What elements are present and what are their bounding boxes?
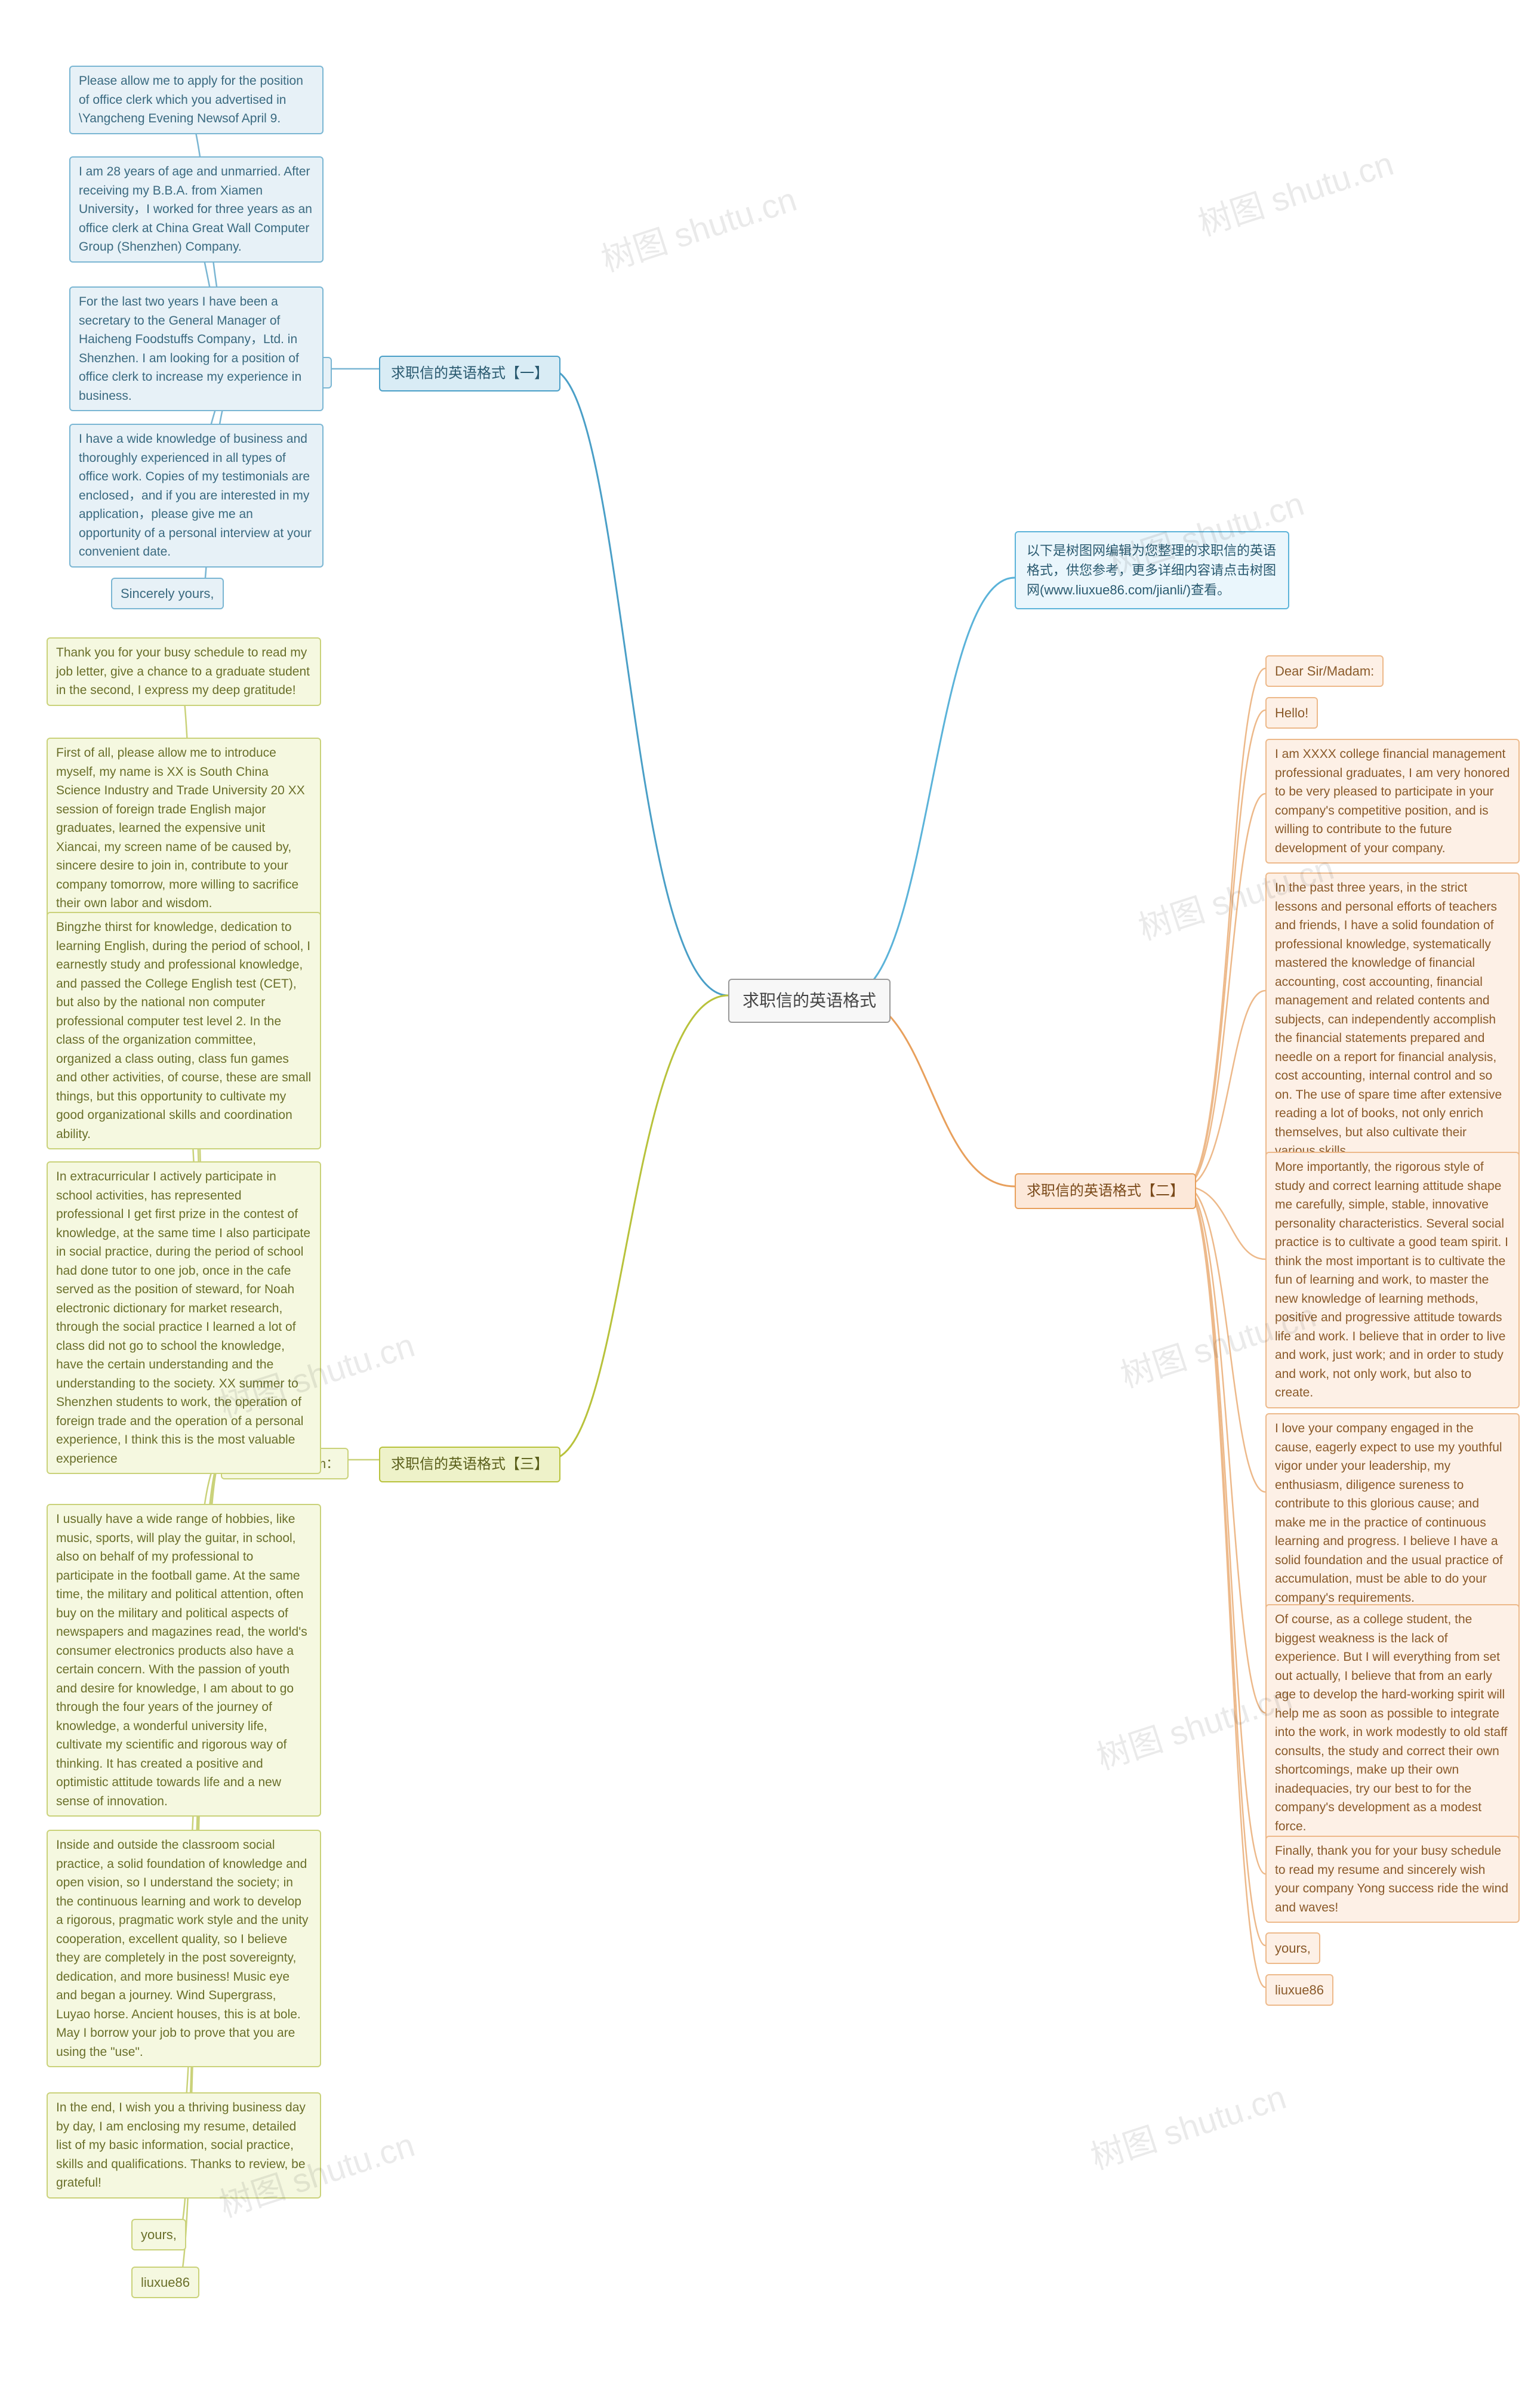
- letter3-p6[interactable]: Inside and outside the classroom social …: [47, 1830, 321, 2067]
- letter3-close1[interactable]: yours,: [131, 2219, 186, 2250]
- letter3-p7[interactable]: In the end, I wish you a thriving busine…: [47, 2092, 321, 2199]
- letter3-p3[interactable]: Bingzhe thirst for knowledge, dedication…: [47, 912, 321, 1149]
- intro-node[interactable]: 以下是树图网编辑为您整理的求职信的英语格式，供您参考，更多详细内容请点击树图网(…: [1015, 531, 1289, 609]
- letter2-p6[interactable]: Finally, thank you for your busy schedul…: [1265, 1836, 1520, 1923]
- letter2-close2[interactable]: liuxue86: [1265, 1974, 1333, 2006]
- letter3-p1[interactable]: Thank you for your busy schedule to read…: [47, 637, 321, 706]
- letter3-p5[interactable]: I usually have a wide range of hobbies, …: [47, 1504, 321, 1817]
- branch-one[interactable]: 求职信的英语格式【一】: [379, 356, 560, 391]
- letter1-p3[interactable]: For the last two years I have been a sec…: [69, 286, 324, 411]
- letter2-p4[interactable]: I love your company engaged in the cause…: [1265, 1413, 1520, 1613]
- letter2-salutation[interactable]: Dear Sir/Madam:: [1265, 655, 1384, 687]
- root-node[interactable]: 求职信的英语格式: [728, 979, 891, 1023]
- branch-two[interactable]: 求职信的英语格式【二】: [1015, 1173, 1196, 1209]
- letter1-p4[interactable]: I have a wide knowledge of business and …: [69, 424, 324, 568]
- letter2-hello[interactable]: Hello!: [1265, 697, 1318, 729]
- watermark: 树图 shutu.cn: [594, 173, 802, 282]
- letter2-p2[interactable]: In the past three years, in the strict l…: [1265, 872, 1520, 1167]
- letter1-p1[interactable]: Please allow me to apply for the positio…: [69, 66, 324, 134]
- letter2-p3[interactable]: More importantly, the rigorous style of …: [1265, 1152, 1520, 1408]
- watermark: 树图 shutu.cn: [1191, 137, 1399, 246]
- letter3-close2[interactable]: liuxue86: [131, 2267, 199, 2298]
- letter3-p4[interactable]: In extracurricular I actively participat…: [47, 1161, 321, 1474]
- branch-three[interactable]: 求职信的英语格式【三】: [379, 1447, 560, 1482]
- letter2-p5[interactable]: Of course, as a college student, the big…: [1265, 1604, 1520, 1842]
- letter1-close[interactable]: Sincerely yours,: [111, 578, 224, 609]
- watermark: 树图 shutu.cn: [1084, 2071, 1292, 2179]
- letter1-p2[interactable]: I am 28 years of age and unmarried. Afte…: [69, 156, 324, 263]
- letter2-p1[interactable]: I am XXXX college financial management p…: [1265, 739, 1520, 864]
- letter3-p2[interactable]: First of all, please allow me to introdu…: [47, 738, 321, 919]
- letter2-close1[interactable]: yours,: [1265, 1932, 1320, 1964]
